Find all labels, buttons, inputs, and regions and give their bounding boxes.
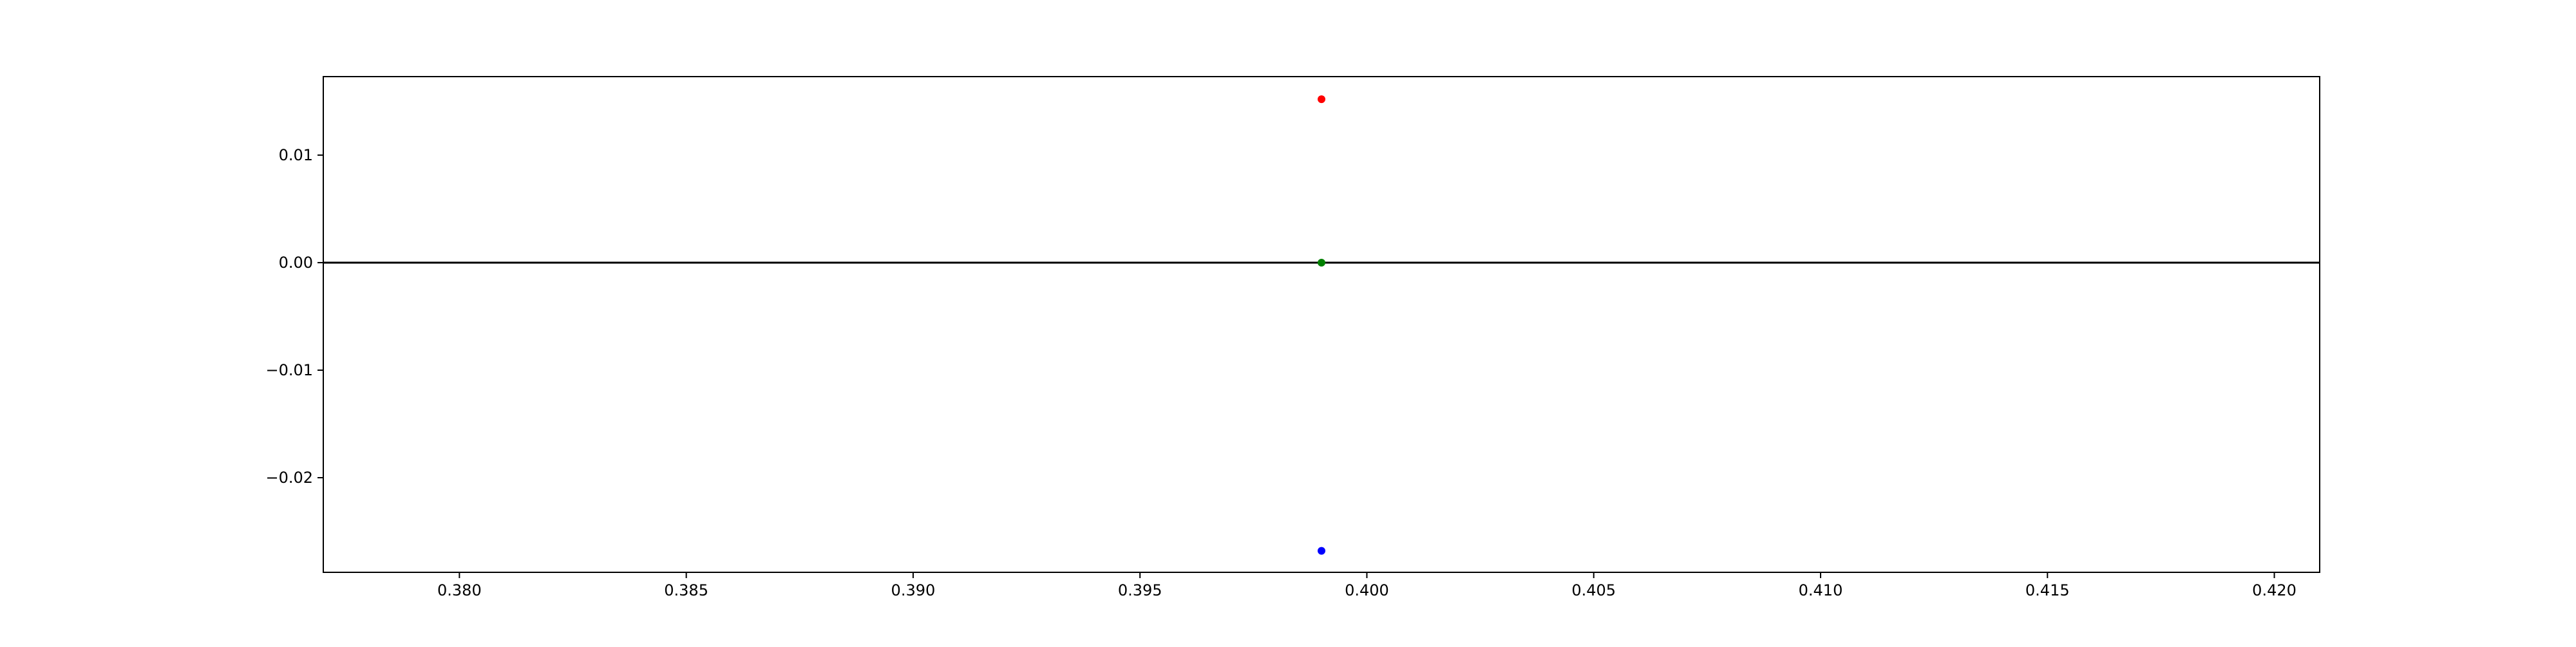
data-point-0 [1318, 95, 1325, 104]
y-tick-label-1: 0.00 [279, 254, 313, 272]
x-tick-label-0: 0.380 [437, 581, 482, 599]
x-tick-label-3: 0.395 [1118, 581, 1162, 599]
x-tick-label-1: 0.385 [664, 581, 708, 599]
y-tick-label-2: −0.01 [265, 361, 313, 379]
x-tick-label-8: 0.420 [2252, 581, 2297, 599]
x-tick-label-2: 0.390 [891, 581, 936, 599]
y-tick-label-0: 0.01 [279, 146, 313, 164]
x-tick-label-6: 0.410 [1799, 581, 1843, 599]
plot-frame [323, 76, 2320, 573]
data-point-1 [1318, 258, 1325, 267]
x-tick-label-4: 0.400 [1345, 581, 1389, 599]
x-tick-label-7: 0.415 [2025, 581, 2070, 599]
axes: 0.380 0.385 0.390 0.395 0.400 0.405 0.410 0.415… [265, 76, 2320, 599]
data-point-2 [1318, 547, 1325, 555]
x-tick-label-5: 0.405 [1571, 581, 1616, 599]
y-tick-label-3: −0.02 [265, 469, 313, 487]
